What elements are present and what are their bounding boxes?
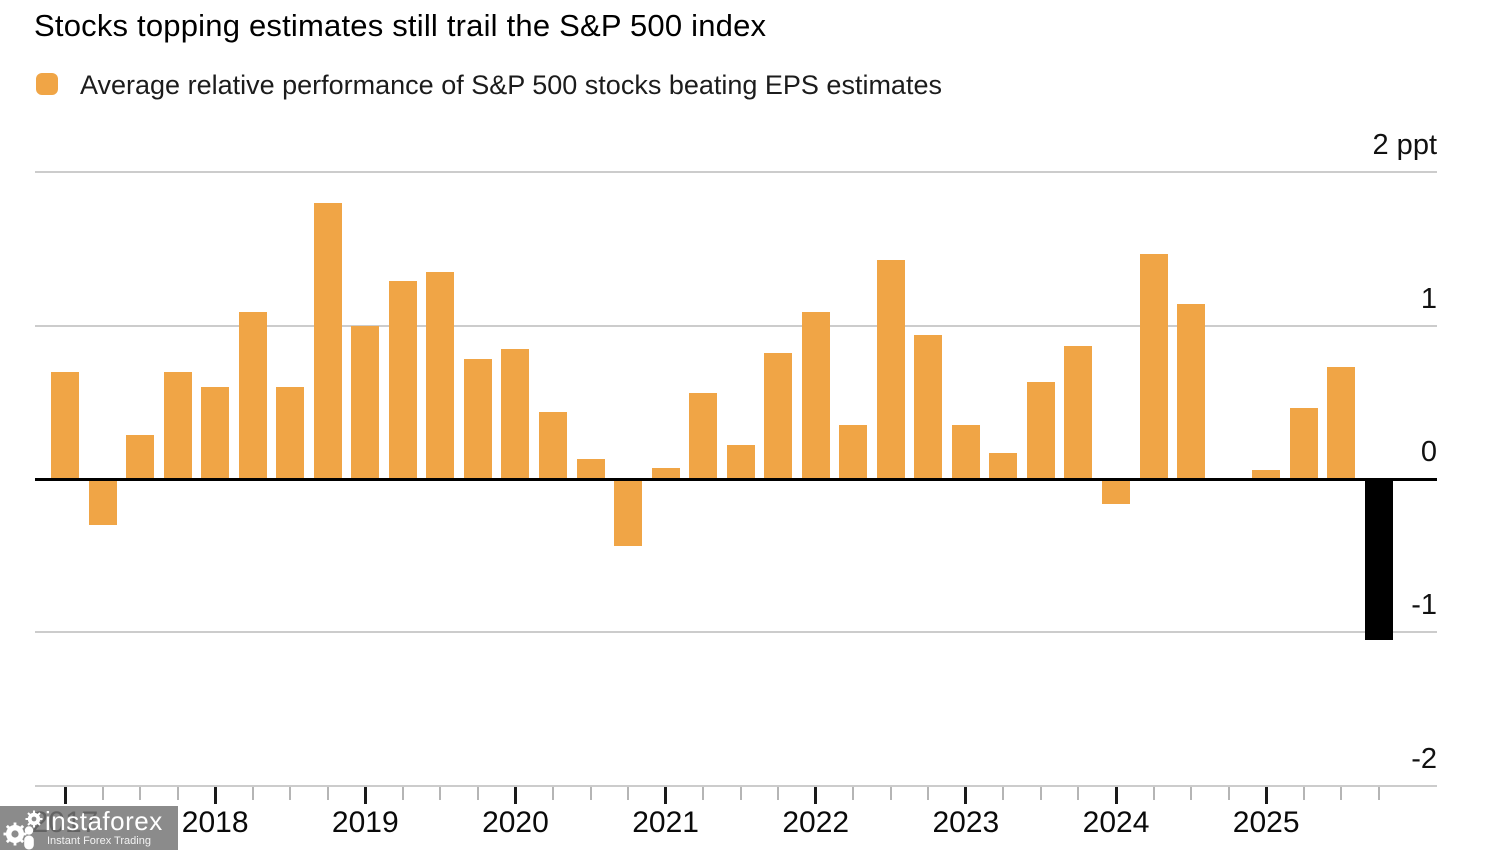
y-axis-label-2-ppt: 2 ppt bbox=[1372, 129, 1438, 162]
bar-2021-q2 bbox=[689, 393, 718, 479]
bar-2023-q1 bbox=[951, 425, 980, 479]
bar-2018-q3 bbox=[276, 386, 305, 479]
x-minor-tick-2023-q4 bbox=[1077, 787, 1080, 800]
bar-2020-q1 bbox=[501, 348, 530, 479]
legend-label: Average relative performance of S&P 500 … bbox=[80, 70, 942, 100]
x-minor-tick-2019-q4 bbox=[476, 787, 479, 800]
x-minor-tick-2020-q3 bbox=[589, 787, 592, 800]
watermark: instaforex Instant Forex Trading bbox=[0, 806, 178, 850]
bar-2025-q3 bbox=[1327, 367, 1356, 479]
bar-2019-q1 bbox=[351, 325, 380, 479]
bar-2022-q4 bbox=[914, 334, 943, 479]
legend-swatch-icon bbox=[36, 73, 58, 95]
bar-2024-q1 bbox=[1102, 479, 1131, 504]
bar-2021-q1 bbox=[651, 468, 680, 479]
x-minor-tick-2018-q4 bbox=[326, 787, 329, 800]
x-major-tick-2017 bbox=[63, 787, 67, 804]
bar-2020-q3 bbox=[576, 459, 605, 479]
x-major-tick-2020 bbox=[513, 787, 517, 804]
bar-2017-q4 bbox=[163, 371, 192, 479]
bar-2022-q2 bbox=[839, 425, 868, 479]
x-minor-tick-2024-q3 bbox=[1190, 787, 1193, 800]
bar-2021-q3 bbox=[726, 445, 755, 479]
x-major-tick-2022 bbox=[814, 787, 818, 804]
x-minor-tick-2024-q2 bbox=[1152, 787, 1155, 800]
x-minor-tick-2018-q3 bbox=[289, 787, 292, 800]
x-axis-label-2018: 2018 bbox=[181, 806, 249, 839]
bar-2020-q4 bbox=[614, 479, 643, 547]
x-axis-label-2024: 2024 bbox=[1082, 806, 1150, 839]
y-axis-label-0: 0 bbox=[1420, 436, 1437, 468]
x-minor-tick-2017-q2 bbox=[101, 787, 104, 800]
gridline--1 bbox=[35, 631, 1437, 634]
bar-2024-q2 bbox=[1139, 253, 1168, 479]
x-minor-tick-2020-q4 bbox=[627, 787, 630, 800]
y-axis-label-1: 1 bbox=[1420, 282, 1437, 315]
chart-title: Stocks topping estimates still trail the… bbox=[34, 8, 767, 43]
bar-2018-q4 bbox=[313, 202, 342, 479]
bar-2025-q2 bbox=[1289, 408, 1318, 479]
x-axis-label-2019: 2019 bbox=[331, 806, 399, 839]
gridline--2 bbox=[35, 784, 1437, 787]
x-axis-label-2021: 2021 bbox=[632, 806, 699, 839]
x-axis-label-2023: 2023 bbox=[932, 806, 1000, 839]
bar-2024-q3 bbox=[1177, 304, 1206, 479]
bar-2023-q4 bbox=[1064, 345, 1093, 479]
x-minor-tick-2021-q4 bbox=[777, 787, 780, 800]
gridline-1 bbox=[35, 324, 1437, 327]
bar-2019-q3 bbox=[426, 271, 455, 479]
instaforex-logo-icon bbox=[3, 810, 43, 850]
x-minor-tick-2023-q2 bbox=[1002, 787, 1005, 800]
bar-2025-q4 bbox=[1364, 479, 1393, 641]
x-minor-tick-2025-q2 bbox=[1302, 787, 1305, 800]
x-major-tick-2019 bbox=[363, 787, 367, 804]
bar-2017-q2 bbox=[88, 479, 117, 526]
x-major-tick-2023 bbox=[964, 787, 968, 804]
bar-2020-q2 bbox=[538, 411, 567, 479]
x-major-tick-2021 bbox=[664, 787, 668, 804]
x-axis-label-2025: 2025 bbox=[1232, 806, 1300, 839]
watermark-tagline: Instant Forex Trading bbox=[47, 835, 151, 847]
x-minor-tick-2024-q4 bbox=[1227, 787, 1230, 800]
bar-2025-q1 bbox=[1252, 469, 1281, 479]
x-minor-tick-2017-q3 bbox=[139, 787, 142, 800]
x-minor-tick-2021-q2 bbox=[702, 787, 705, 800]
x-minor-tick-2019-q2 bbox=[401, 787, 404, 800]
x-minor-tick-2022-q2 bbox=[852, 787, 855, 800]
bar-2021-q4 bbox=[764, 353, 793, 479]
bar-2023-q3 bbox=[1026, 382, 1055, 479]
bar-2019-q2 bbox=[388, 281, 417, 479]
x-minor-tick-2022-q4 bbox=[927, 787, 930, 800]
bar-2019-q4 bbox=[463, 359, 492, 479]
x-minor-tick-2025-q3 bbox=[1340, 787, 1343, 800]
x-minor-tick-2018-q2 bbox=[251, 787, 254, 800]
bar-2023-q2 bbox=[989, 452, 1018, 479]
bar-2022-q3 bbox=[876, 259, 905, 479]
x-major-tick-2024 bbox=[1114, 787, 1118, 804]
x-minor-tick-2019-q3 bbox=[439, 787, 442, 800]
y-axis-label--2: -2 bbox=[1411, 742, 1437, 775]
bar-2017-q3 bbox=[126, 434, 155, 479]
gridline-2 bbox=[35, 171, 1437, 174]
y-axis-label--1: -1 bbox=[1411, 589, 1437, 622]
x-minor-tick-2017-q4 bbox=[176, 787, 179, 800]
x-minor-tick-2020-q2 bbox=[551, 787, 554, 800]
x-axis-label-2022: 2022 bbox=[782, 806, 850, 839]
x-axis-label-2020: 2020 bbox=[482, 806, 549, 839]
x-major-tick-2018 bbox=[213, 787, 217, 804]
x-minor-tick-2022-q3 bbox=[889, 787, 892, 800]
bar-2018-q1 bbox=[201, 386, 230, 479]
x-minor-tick-2021-q3 bbox=[739, 787, 742, 800]
x-major-tick-2025 bbox=[1264, 787, 1268, 804]
x-minor-tick-2023-q3 bbox=[1039, 787, 1042, 800]
x-minor-tick-2025-q4 bbox=[1377, 787, 1380, 800]
bar-2018-q2 bbox=[238, 311, 267, 479]
zero-axis-line bbox=[35, 477, 1437, 481]
watermark-brand: instaforex bbox=[45, 806, 163, 836]
bar-2017-q1 bbox=[51, 371, 79, 479]
bar-2022-q1 bbox=[801, 311, 830, 479]
